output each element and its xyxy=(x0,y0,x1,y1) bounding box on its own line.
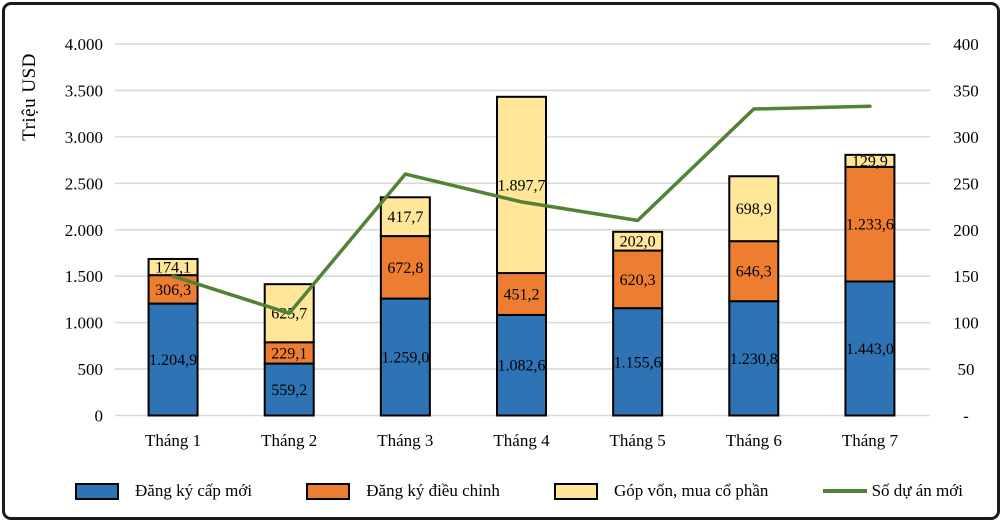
category-label: Tháng 2 xyxy=(261,431,317,450)
legend-label: Đăng ký cấp mới xyxy=(135,481,253,500)
right-axis-tick-label: 250 xyxy=(953,174,979,193)
legend: Đăng ký cấp mới Đăng ký điều chỉnh Góp vốn… xyxy=(75,477,963,505)
right-axis-tick-label: 100 xyxy=(953,314,979,333)
legend-box-swatch xyxy=(554,482,599,500)
legend-item-0: Đăng ký cấp mới xyxy=(75,481,252,501)
bar-segment xyxy=(379,235,431,300)
left-axis-tick-label: 3.500 xyxy=(65,81,103,100)
left-axis-tick-label: 1.000 xyxy=(65,314,103,333)
left-axis-tick-label: 1.500 xyxy=(65,267,103,286)
right-axis-tick-label: 350 xyxy=(953,81,979,100)
category-label: Tháng 5 xyxy=(610,431,666,450)
bar-segment-label: 1.443,0 xyxy=(846,341,894,358)
bar-segment-label: 417,7 xyxy=(387,209,423,226)
new-projects-line xyxy=(171,104,872,316)
bar-segment xyxy=(263,362,315,417)
category-label: Tháng 4 xyxy=(493,431,550,450)
bar-segment-label: 672,8 xyxy=(387,260,423,277)
category-label: Tháng 1 xyxy=(145,431,201,450)
legend-label: Đăng ký điều chỉnh xyxy=(366,481,500,500)
bar-segment-label: 1.204,9 xyxy=(149,352,197,369)
bar-segment-label: 1.082,6 xyxy=(498,358,546,375)
right-axis-tick-label: 150 xyxy=(953,267,979,286)
bar-segment xyxy=(379,297,431,417)
bar-segment xyxy=(844,165,896,283)
legend-line-swatch xyxy=(822,489,867,493)
category-label: Tháng 6 xyxy=(726,431,782,450)
bar-segment xyxy=(728,175,780,243)
bar-segment-label: 646,3 xyxy=(736,264,772,281)
bar-segment-label: 451,2 xyxy=(504,287,540,304)
right-axis-tick-label: 400 xyxy=(953,35,979,54)
left-axis-tick-label: 4.000 xyxy=(65,35,103,54)
legend-label: Góp vốn, mua cổ phần xyxy=(614,481,769,500)
legend-box-swatch xyxy=(75,482,119,500)
legend-label: Số dự án mới xyxy=(871,481,963,500)
bar-segment-label: 620,3 xyxy=(620,272,656,289)
category-label: Tháng 7 xyxy=(842,431,899,450)
bar-segment-label: 306,3 xyxy=(155,282,191,299)
right-axis-tick-label: 50 xyxy=(958,360,975,379)
bar-segment-label: 174,1 xyxy=(155,260,191,277)
left-axis-tick-label: 2.500 xyxy=(65,174,103,193)
bar-segment xyxy=(728,240,780,303)
bar-segment-label: 202,0 xyxy=(620,234,656,251)
bar-segment xyxy=(612,307,664,417)
legend-item-1: Đăng ký điều chỉnh xyxy=(306,481,500,501)
legend-item-2: Góp vốn, mua cổ phần xyxy=(554,481,768,501)
bar-segment-label: 559,2 xyxy=(271,382,307,399)
bar-segment-label: 1.259,0 xyxy=(381,350,429,367)
plot-area: 0 - 500 50 1.000 100 1.500 150 2.000 200 2.500 250 3… xyxy=(65,35,979,450)
bar-segment-label: 1.230,8 xyxy=(730,351,778,368)
legend-box-swatch xyxy=(306,482,351,500)
bar-segment-label: 1.897,7 xyxy=(498,177,546,194)
bar-segment xyxy=(147,302,199,417)
bar-segment-label: 129,9 xyxy=(852,153,888,170)
right-axis-tick-label: 300 xyxy=(953,128,979,147)
left-axis-tick-label: 3.000 xyxy=(65,128,103,147)
bar-segment-label: 229,1 xyxy=(271,345,307,362)
left-axis-tick-label: 500 xyxy=(78,360,104,379)
bar-segment xyxy=(379,196,431,238)
bar-segment xyxy=(612,249,664,310)
left-axis-tick-label: 0 xyxy=(95,407,104,426)
left-axis-tick-label: 2.000 xyxy=(65,221,103,240)
right-axis-tick-label: 200 xyxy=(953,221,979,240)
bar-segment-label: 1.155,6 xyxy=(614,354,662,371)
bar-segment xyxy=(612,230,664,252)
legend-item-3: Số dự án mới xyxy=(822,481,963,501)
bar-segment xyxy=(496,95,547,275)
category-label: Tháng 3 xyxy=(377,431,433,450)
bar-segment-label: 698,9 xyxy=(736,201,772,218)
bar-segment xyxy=(844,153,896,168)
right-axis-tick-label: - xyxy=(963,407,969,426)
bar-segment-label: 1.233,6 xyxy=(846,217,894,234)
